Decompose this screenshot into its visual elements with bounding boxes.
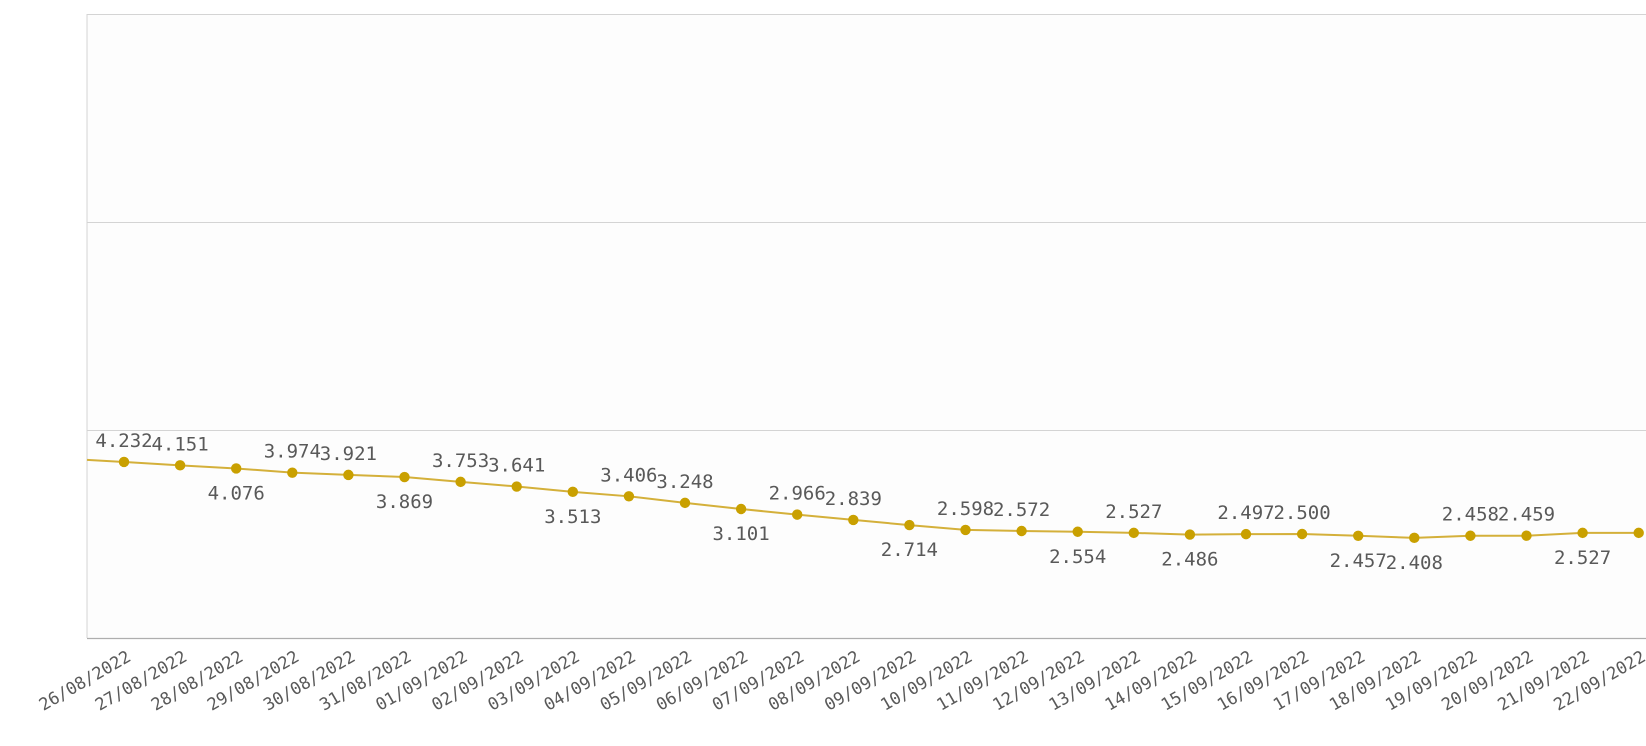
data-point [1184,529,1196,540]
data-point [1016,525,1027,537]
data-label: 2.966 [769,483,826,505]
data-point [1465,530,1476,541]
data-label: 3.513 [544,506,601,528]
data-label: 3.974 [264,441,321,463]
data-point [1409,532,1420,544]
data-label: 2.598 [937,498,994,520]
data-point [735,503,747,515]
data-label: 3.753 [432,450,489,472]
data-label: 2.839 [825,488,882,510]
data-point [1072,526,1083,537]
data-point [623,491,635,502]
data-label: 2.500 [1273,502,1330,524]
data-point [343,469,354,481]
data-label: 3.406 [600,464,657,486]
data-point [960,524,971,536]
data-label: 3.921 [320,443,377,465]
data-point [848,514,859,526]
data-label: 4.076 [208,482,265,504]
data-point [511,481,522,492]
data-label: 2.457 [1330,550,1387,572]
data-label: 2.497 [1217,502,1274,524]
data-label: 2.408 [1386,552,1443,574]
data-point [118,456,130,468]
data-point [174,460,186,471]
data-point [1296,528,1308,540]
data-label: 2.714 [881,539,938,561]
data-point [567,486,578,498]
data-label: 3.101 [712,523,769,545]
data-point [455,476,466,488]
data-label: 3.641 [488,455,545,477]
data-point [231,463,242,474]
data-label: 2.527 [1105,501,1162,523]
data-label: 4.151 [151,433,208,455]
data-point [1128,527,1140,539]
data-label: 2.486 [1161,549,1218,571]
data-point [1633,527,1644,539]
plot-area [87,14,1646,638]
axes [86,14,1646,640]
data-point [287,467,298,478]
data-point [1577,527,1588,539]
data-label: 3.869 [376,491,433,513]
gridlines [87,14,1646,638]
data-point [679,497,691,509]
data-point [904,519,915,531]
data-label: 2.572 [993,499,1050,521]
x-tick-labels: 26/08/202227/08/202228/08/202229/08/2022… [36,647,1646,716]
data-point [1353,530,1364,541]
series [86,456,1644,544]
data-label: 2.554 [1049,546,1106,568]
data-point [399,471,410,483]
data-label: 2.458 [1442,504,1499,526]
data-label: 2.527 [1554,547,1611,569]
data-point [1240,528,1252,540]
data-point [1521,530,1532,541]
data-point [792,509,803,520]
data-label: 2.459 [1498,504,1555,526]
data-label: 3.248 [656,471,713,493]
data-label: 4.232 [95,430,152,452]
